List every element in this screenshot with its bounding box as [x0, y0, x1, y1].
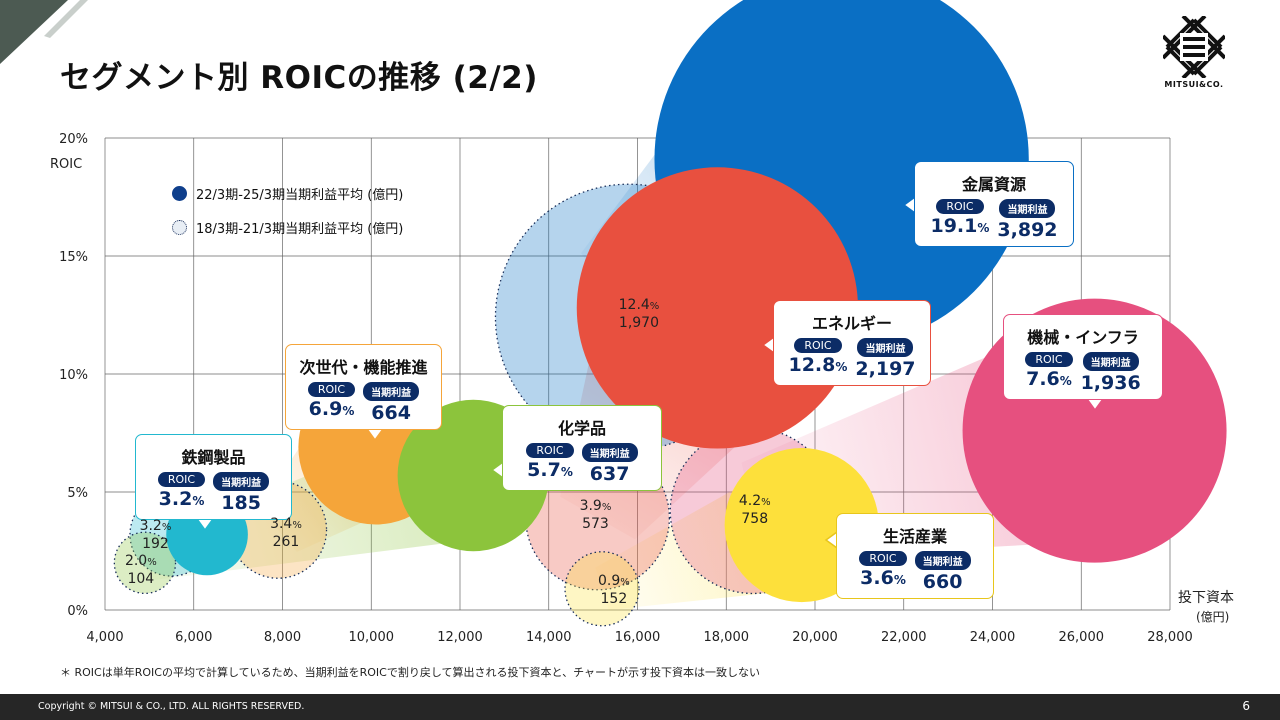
x-axis-unit: (億円): [1196, 610, 1229, 624]
profit-pill: 当期利益: [914, 551, 971, 570]
segment-callout: 金属資源 ROIC 19.1% 当期利益 3,892: [914, 161, 1074, 247]
profit-pill: 当期利益: [999, 199, 1056, 218]
segment-callout: エネルギー ROIC 12.8% 当期利益 2,197: [773, 300, 931, 386]
profit-pill: 当期利益: [213, 472, 270, 491]
corner-decoration: [0, 0, 88, 64]
roic-pill: ROIC: [307, 382, 356, 397]
roic-pill: ROIC: [859, 551, 907, 566]
segment-callout: 次世代・機能推進 ROIC 6.9% 当期利益 664: [285, 344, 442, 430]
legend-previous-dot-icon: [172, 219, 187, 235]
profit-value: 637: [589, 463, 630, 485]
x-tick-label: 20,000: [792, 630, 838, 645]
legend: 22/3期-25/3期当期利益平均 (億円) 18/3期-21/3期当期利益平均…: [172, 176, 403, 244]
previous-bubble: [113, 531, 177, 595]
segment-callout: 化学品 ROIC 5.7% 当期利益 637: [502, 405, 662, 491]
copyright-text: Copyright © MITSUI & CO., LTD. ALL RIGHT…: [38, 701, 305, 712]
segment-callout: 鉄鋼製品 ROIC 3.2% 当期利益 185: [135, 434, 292, 520]
roic-pill: ROIC: [526, 443, 574, 458]
previous-value-label: 2.0% 104: [124, 552, 157, 587]
profit-pill: 当期利益: [581, 443, 638, 462]
previous-bubble: [564, 551, 640, 627]
previous-value-label: 12.4% 1,970: [618, 297, 660, 332]
roic-pill: ROIC: [1025, 352, 1073, 367]
roic-pill: ROIC: [936, 199, 984, 214]
segment-name: 金属資源: [961, 175, 1026, 194]
page-number: 6: [1242, 699, 1250, 713]
x-tick-label: 24,000: [970, 630, 1016, 645]
roic-value: 7.6%: [1026, 368, 1072, 390]
previous-value-label: 0.9% 152: [598, 572, 630, 607]
legend-item-previous: 18/3期-21/3期当期利益平均 (億円): [172, 210, 403, 244]
roic-value: 5.7%: [527, 459, 573, 481]
footer: Copyright © MITSUI & CO., LTD. ALL RIGHT…: [0, 694, 1280, 720]
segment-name: 鉄鋼製品: [181, 448, 246, 467]
segment-name: エネルギー: [811, 314, 892, 333]
previous-value-label: 3.2% 192: [139, 518, 172, 553]
roic-value: 3.2%: [158, 488, 205, 510]
profit-pill: 当期利益: [1082, 352, 1139, 371]
profit-pill: 当期利益: [363, 382, 420, 401]
y-tick-label: 5%: [67, 486, 88, 501]
x-tick-label: 12,000: [437, 630, 483, 645]
legend-previous-label: 18/3期-21/3期当期利益平均 (億円): [196, 221, 404, 237]
roic-value: 19.1%: [930, 215, 990, 237]
roic-value: 3.6%: [860, 567, 906, 589]
roic-value: 6.9%: [308, 398, 355, 420]
profit-value: 185: [221, 492, 261, 514]
roic-value: 12.8%: [788, 354, 848, 376]
y-tick-label: 15%: [59, 250, 88, 265]
y-tick-label: 20%: [59, 132, 88, 147]
x-tick-label: 4,000: [86, 630, 123, 645]
logo-text: MITSUI&CO.: [1164, 80, 1224, 89]
x-tick-label: 8,000: [264, 630, 301, 645]
x-tick-label: 26,000: [1059, 630, 1105, 645]
previous-value-label: 3.9% 573: [579, 497, 612, 532]
x-tick-label: 18,000: [704, 630, 750, 645]
previous-value-label: 3.4% 261: [270, 515, 302, 550]
profit-value: 664: [371, 402, 411, 424]
segment-callout: 生活産業 ROIC 3.6% 当期利益 660: [836, 513, 994, 599]
legend-current-dot-icon: [172, 185, 187, 201]
segment-callout: 機械・インフラ ROIC 7.6% 当期利益 1,936: [1003, 314, 1163, 400]
x-tick-label: 16,000: [615, 630, 661, 645]
legend-current-label: 22/3期-25/3期当期利益平均 (億円): [196, 187, 404, 203]
profit-value: 3,892: [997, 219, 1058, 241]
profit-value: 1,936: [1080, 372, 1141, 394]
legend-item-current: 22/3期-25/3期当期利益平均 (億円): [172, 176, 403, 210]
previous-value-label: 4.2% 758: [738, 492, 771, 527]
roic-pill: ROIC: [794, 338, 842, 353]
x-axis-label: 投下資本: [1178, 590, 1234, 606]
x-tick-label: 10,000: [349, 630, 395, 645]
footnote: ＊ ROICは単年ROICの平均で計算しているため、当期利益をROICで割り戻し…: [60, 666, 760, 679]
x-tick-label: 28,000: [1147, 630, 1193, 645]
profit-value: 2,197: [855, 358, 916, 380]
y-tick-label: 10%: [59, 368, 88, 383]
page-title: セグメント別 ROICの推移 (2/2): [60, 60, 538, 96]
x-tick-label: 6,000: [175, 630, 212, 645]
profit-value: 660: [922, 571, 963, 593]
segment-name: 化学品: [557, 419, 606, 438]
y-tick-label: 0%: [67, 604, 88, 619]
mitsui-logo-icon: [1163, 16, 1225, 78]
profit-pill: 当期利益: [857, 338, 914, 357]
segment-name: 次世代・機能推進: [299, 358, 428, 377]
x-tick-label: 22,000: [881, 630, 927, 645]
roic-pill: ROIC: [157, 472, 206, 487]
x-tick-label: 14,000: [526, 630, 572, 645]
y-axis-label: ROIC: [50, 157, 82, 172]
segment-name: 機械・インフラ: [1027, 328, 1139, 347]
segment-name: 生活産業: [882, 527, 947, 546]
